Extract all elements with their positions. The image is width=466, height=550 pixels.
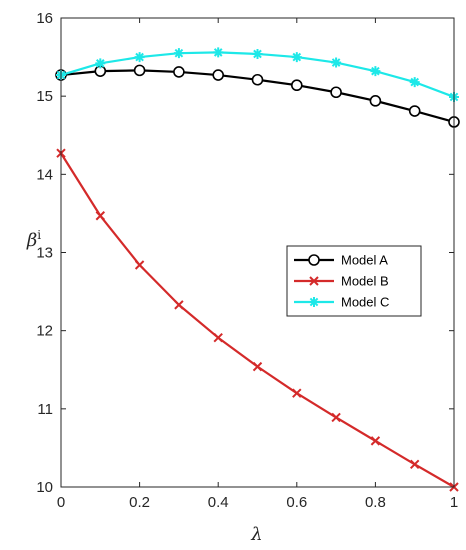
legend-label-model-c: Model C bbox=[341, 295, 389, 310]
y-tick-label: 13 bbox=[36, 245, 53, 262]
y-axis-label: βi bbox=[26, 228, 41, 251]
series-model-b bbox=[56, 148, 459, 492]
data-point-model-b bbox=[370, 436, 381, 446]
data-point-model-c bbox=[213, 47, 224, 58]
plot-frame bbox=[60, 17, 455, 488]
data-point-model-b bbox=[292, 388, 302, 398]
y-axis-label-superscript: i bbox=[37, 228, 41, 242]
x-tick-label: 0.2 bbox=[129, 494, 150, 511]
data-point-model-b bbox=[252, 361, 263, 372]
data-point-model-c bbox=[291, 52, 302, 63]
data-point-model-a bbox=[369, 95, 382, 107]
x-tick-label: 0.6 bbox=[286, 494, 307, 511]
legend-entry-model-a: Model A bbox=[294, 253, 388, 268]
y-tick-label: 11 bbox=[37, 401, 53, 418]
legend-entry-model-b: Model B bbox=[294, 274, 389, 289]
y-axis-label-base: β bbox=[26, 230, 37, 251]
y-tick-label: 16 bbox=[36, 10, 53, 27]
data-point-model-c bbox=[95, 58, 106, 69]
legend-marker-model-a bbox=[308, 254, 320, 266]
y-tick-label: 10 bbox=[36, 479, 53, 496]
legend-label-model-b: Model B bbox=[341, 274, 389, 289]
legend-label-model-a: Model A bbox=[341, 253, 388, 268]
data-point-model-b bbox=[95, 211, 106, 221]
data-point-model-a bbox=[251, 73, 264, 86]
legend-marker-model-c bbox=[309, 297, 319, 307]
tick-labels: 0 0.2 0.4 0.6 0.8 1 10 11 12 13 14 15 16 bbox=[36, 10, 458, 511]
x-tick-label: 0 bbox=[57, 494, 65, 511]
legend: Model A Model B Model C bbox=[286, 245, 422, 317]
data-point-model-c bbox=[252, 48, 263, 59]
data-point-model-b bbox=[409, 459, 420, 470]
x-axis-label: λ bbox=[250, 524, 262, 545]
x-tick-label: 0.8 bbox=[365, 494, 386, 511]
data-point-model-c bbox=[409, 77, 420, 88]
data-point-model-b bbox=[174, 300, 184, 310]
data-point-model-a bbox=[290, 79, 303, 92]
data-point-model-c bbox=[134, 52, 145, 63]
data-point-model-b bbox=[134, 260, 145, 270]
data-point-model-a bbox=[173, 66, 185, 78]
y-tick-label: 12 bbox=[36, 323, 53, 340]
data-point-model-a bbox=[408, 105, 421, 117]
data-point-model-c bbox=[370, 66, 381, 77]
data-point-model-c bbox=[331, 57, 342, 68]
x-tick-label: 0.4 bbox=[208, 494, 229, 511]
y-tick-label: 14 bbox=[36, 166, 53, 183]
x-tick-label: 1 bbox=[450, 494, 458, 511]
legend-entry-model-c: Model C bbox=[294, 295, 389, 310]
data-point-model-a bbox=[133, 64, 146, 77]
data-point-model-b bbox=[213, 332, 223, 343]
data-point-model-a bbox=[212, 69, 224, 81]
data-point-model-b bbox=[331, 412, 341, 423]
data-point-model-c bbox=[173, 48, 184, 59]
data-point-model-a bbox=[330, 86, 342, 99]
y-tick-label: 15 bbox=[36, 88, 53, 105]
legend-marker-model-b bbox=[309, 276, 319, 286]
